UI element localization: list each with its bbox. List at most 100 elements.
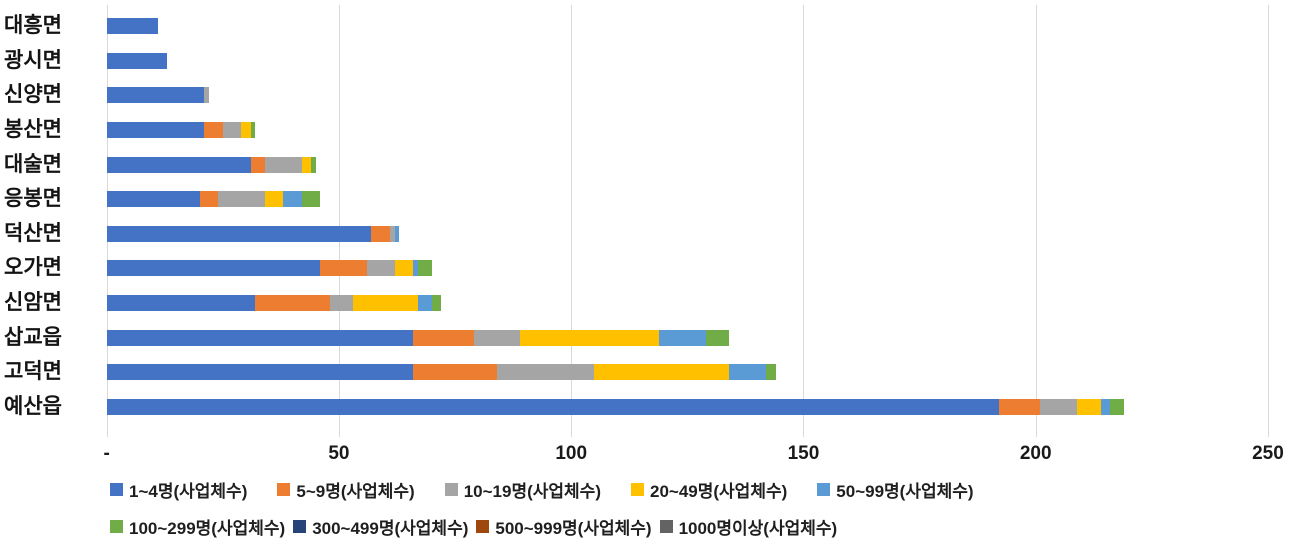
- bar-segment: [106, 191, 200, 208]
- category-label-3: 신양면: [4, 83, 62, 107]
- bar-segment: [413, 364, 497, 381]
- legend-swatch-icon: [659, 520, 673, 533]
- legend-item-2: 5~9명(사업체수): [277, 477, 415, 502]
- legend-label: 500~999명(사업체수): [495, 519, 652, 538]
- bar-segment: [106, 399, 999, 416]
- legend-label: 10~19명(사업체수): [463, 482, 601, 501]
- x-tick-label-50: 50: [328, 443, 350, 464]
- bar-segment: [106, 295, 256, 312]
- legend-label: 1000명이상(사업체수): [678, 519, 838, 538]
- category-label-8: 오가면: [4, 256, 62, 280]
- bar-row-1: [106, 18, 158, 34]
- legend-item-7: 300~499명(사업체수): [293, 514, 468, 539]
- gridline-0: [106, 5, 108, 437]
- legend-swatch-icon: [817, 483, 831, 496]
- legend-swatch-icon: [444, 483, 458, 496]
- legend-label: 1~4명(사업체수): [129, 482, 248, 501]
- bar-segment: [417, 260, 432, 277]
- bar-segment: [250, 156, 265, 173]
- category-label-4: 봉산면: [4, 117, 62, 141]
- bar-segment: [473, 329, 521, 346]
- bar-segment: [222, 121, 242, 138]
- bar-segment: [431, 295, 442, 312]
- bar-segment: [520, 329, 660, 346]
- legend-item-3: 10~19명(사업체수): [444, 477, 601, 502]
- category-label-6: 응봉면: [4, 187, 62, 211]
- bar-segment: [659, 329, 706, 346]
- legend-swatch-icon: [476, 520, 490, 533]
- bar-row-10: [106, 329, 730, 346]
- bar-row-3: [106, 87, 209, 104]
- bar-segment: [106, 364, 414, 381]
- bar-row-12: [106, 399, 1124, 416]
- x-tick-label-250: 250: [1252, 443, 1284, 464]
- legend-label: 5~9명(사업체수): [296, 482, 415, 501]
- x-tick-label-100: 100: [555, 443, 588, 464]
- bar-row-11: [106, 364, 776, 381]
- bar-segment: [204, 87, 209, 104]
- bar-segment: [352, 295, 418, 312]
- bar-segment: [106, 260, 321, 277]
- bar-segment: [301, 191, 321, 208]
- legend-item-8: 500~999명(사업체수): [476, 514, 652, 539]
- bar-row-5: [106, 156, 316, 173]
- legend-swatch-icon: [110, 483, 123, 496]
- x-tick-label-0: -: [103, 443, 110, 464]
- legend-swatch-icon: [110, 520, 123, 533]
- gridline-50: [338, 5, 340, 437]
- legend-swatch-icon: [293, 520, 307, 533]
- bar-segment: [1077, 399, 1101, 416]
- bar-row-7: [106, 225, 400, 242]
- bar-segment: [413, 329, 474, 346]
- category-label-10: 삽교읍: [4, 325, 62, 349]
- bar-segment: [320, 260, 367, 277]
- bar-segment: [394, 260, 414, 277]
- bar-segment: [106, 329, 414, 346]
- bar-segment: [594, 364, 730, 381]
- bar-row-4: [106, 121, 256, 138]
- bar-segment: [496, 364, 595, 381]
- legend-item-4: 20~49명(사업체수): [631, 477, 787, 502]
- legend-label: 20~49명(사업체수): [650, 482, 788, 501]
- legend-swatch-icon: [277, 483, 291, 496]
- bar-segment: [106, 121, 205, 138]
- legend-item-9: 1000명이상(사업체수): [659, 514, 838, 539]
- bar-segment: [1040, 399, 1078, 416]
- bar-segment: [1109, 399, 1124, 416]
- bar-segment: [199, 191, 219, 208]
- bar-row-2: [106, 52, 168, 69]
- category-label-2: 광시면: [4, 48, 62, 72]
- legend-label: 300~499명(사업체수): [312, 519, 469, 538]
- bar-segment: [394, 225, 400, 242]
- gridline-150: [803, 5, 805, 437]
- legend-row-2: 100~299명(사업체수) 300~499명(사업체수) 500~999명(사업체…: [110, 514, 837, 539]
- legend-item-5: 50~99명(사업체수): [817, 477, 974, 502]
- bar-segment: [329, 295, 353, 312]
- category-label-1: 대흥면: [4, 14, 62, 37]
- legend-label: 50~99명(사업체수): [836, 482, 974, 501]
- bar-segment: [1100, 399, 1110, 416]
- bar-segment: [264, 191, 284, 208]
- bar-segment: [106, 225, 372, 242]
- legend-swatch-icon: [631, 483, 644, 496]
- legend-item-1: 1~4명(사업체수): [110, 477, 247, 502]
- x-tick-label-150: 150: [787, 443, 820, 464]
- bar-segment: [998, 399, 1041, 416]
- bar-segment: [390, 225, 395, 242]
- bar-row-8: [106, 260, 432, 277]
- legend-label: 100~299명(사업체수): [129, 519, 286, 538]
- legend-row-1: 1~4명(사업체수) 5~9명(사업체수) 10~19명(사업체수) 20~49명(사…: [110, 477, 974, 502]
- category-label-7: 덕산면: [4, 221, 62, 245]
- bar-segment: [204, 121, 223, 138]
- bar-segment: [417, 295, 432, 312]
- bar-segment: [264, 156, 302, 173]
- category-label-11: 고덕면: [4, 360, 62, 384]
- bar-segment: [311, 156, 316, 173]
- bar-segment: [241, 121, 251, 138]
- bar-segment: [729, 364, 767, 381]
- bar-segment: [283, 191, 302, 208]
- gridline-250: [1267, 5, 1269, 437]
- bar-segment: [705, 329, 730, 346]
- bar-segment: [106, 87, 205, 104]
